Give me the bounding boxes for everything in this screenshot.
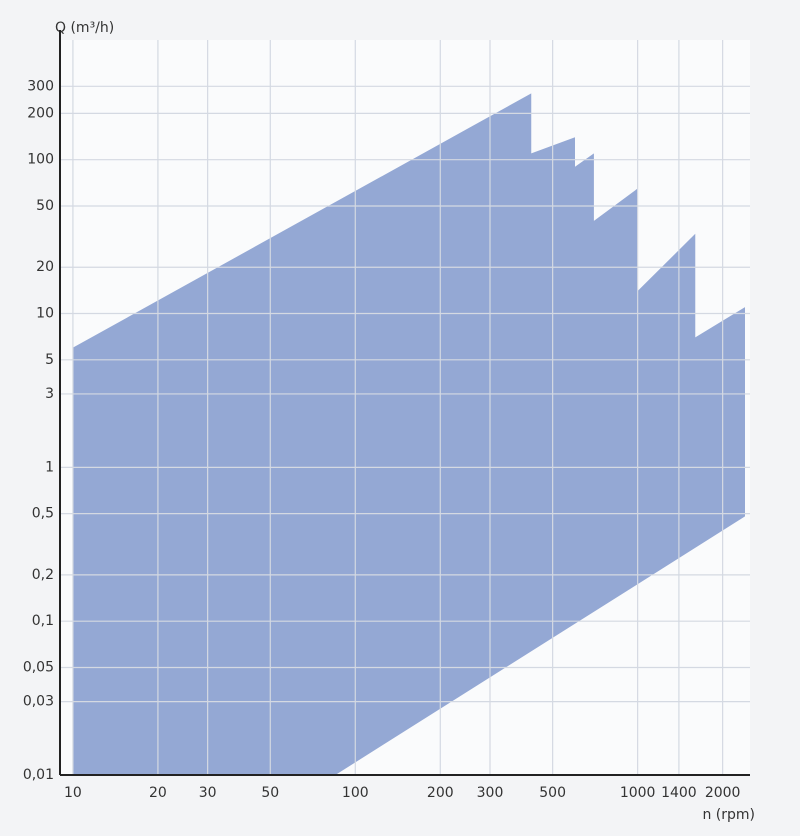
y-axis-label: Q (m³/h): [55, 20, 114, 36]
x-tick-label: 200: [427, 785, 454, 801]
x-tick-label: 500: [539, 785, 566, 801]
y-tick-label: 0,03: [23, 694, 54, 710]
x-tick-label: 100: [342, 785, 369, 801]
y-tick-label: 50: [36, 198, 54, 214]
y-tick-label: 100: [27, 152, 54, 168]
y-tick-label: 0,2: [32, 567, 54, 583]
x-tick-label: 1400: [661, 785, 697, 801]
x-tick-label: 10: [64, 785, 82, 801]
y-tick-label: 0,05: [23, 659, 54, 675]
y-tick-label: 3: [45, 386, 54, 402]
x-tick-label: 30: [199, 785, 217, 801]
x-tick-label: 1000: [620, 785, 656, 801]
x-tick-label: 300: [477, 785, 504, 801]
y-tick-label: 0,01: [23, 767, 54, 783]
y-tick-label: 5: [45, 352, 54, 368]
y-tick-label: 300: [27, 78, 54, 94]
x-axis-label: n (rpm): [702, 807, 755, 823]
x-tick-label: 2000: [705, 785, 741, 801]
x-tick-label: 50: [261, 785, 279, 801]
y-tick-label: 1: [45, 459, 54, 475]
y-tick-label: 20: [36, 259, 54, 275]
x-tick-label: 20: [149, 785, 167, 801]
y-tick-label: 0,1: [32, 613, 54, 629]
y-tick-label: 200: [27, 105, 54, 121]
y-tick-label: 0,5: [32, 506, 54, 522]
y-tick-label: 10: [36, 306, 54, 322]
operating-area: [72, 93, 745, 775]
